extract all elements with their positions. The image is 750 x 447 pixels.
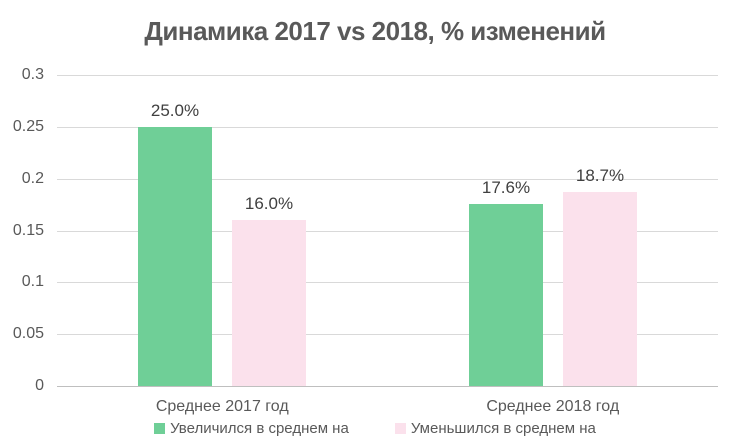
legend: Увеличился в среднем на Уменьшился в сред…: [0, 420, 750, 437]
x-axis-category-label: Среднее 2018 год: [486, 398, 620, 415]
legend-item: Увеличился в среднем на: [154, 420, 349, 437]
gridline: [57, 179, 718, 180]
gridline: [57, 75, 718, 76]
legend-label: Уменьшился в среднем на: [410, 420, 596, 437]
y-axis-tick-label: 0.15: [12, 222, 44, 239]
bar-series2-cat1: [232, 220, 306, 386]
bar-value-label: 25.0%: [150, 101, 200, 120]
gridline: [57, 334, 718, 335]
bar-value-label: 18.7%: [575, 166, 625, 185]
bar-value-label: 16.0%: [244, 194, 294, 213]
y-axis-tick-label: 0: [35, 377, 44, 394]
legend-swatch-series1: [154, 423, 166, 434]
x-axis-line: [57, 386, 718, 387]
y-axis-tick-label: 0.25: [12, 118, 44, 135]
gridline: [57, 282, 718, 283]
legend-swatch-series2: [394, 423, 406, 434]
bar-series1-cat2: [469, 204, 543, 386]
gridline: [57, 231, 718, 232]
y-axis-tick-label: 0.2: [21, 170, 44, 187]
y-axis-tick-label: 0.1: [21, 273, 44, 290]
bar-series2-cat2: [563, 192, 637, 386]
bar-value-label: 17.6%: [481, 178, 531, 197]
legend-item: Уменьшился в среднем на: [394, 420, 596, 437]
bar-series1-cat1: [138, 127, 212, 386]
y-axis-tick-label: 0.3: [21, 66, 44, 83]
x-axis-category-label: Среднее 2017 год: [155, 398, 289, 415]
y-axis-tick-label: 0.05: [12, 325, 44, 342]
gridline: [57, 127, 718, 128]
chart-title: Динамика 2017 vs 2018, % изменений: [144, 16, 606, 46]
legend-label: Увеличился в среднем на: [170, 420, 349, 437]
